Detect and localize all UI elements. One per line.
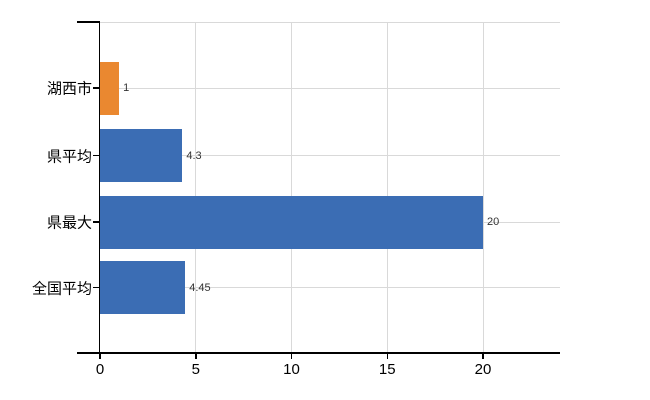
x-axis-line (77, 352, 560, 354)
x-axis-tick-label-15: 15 (378, 361, 396, 378)
row-gridline-1 (100, 155, 560, 156)
x-axis-tick-label-0: 0 (95, 361, 105, 378)
x-axis-tick-label-5: 5 (191, 361, 200, 378)
plot-top-gridline (100, 21, 560, 23)
bar-湖西市 (100, 61, 120, 115)
vertical-gridline-15 (386, 22, 388, 353)
category-tick-全国平均 (93, 286, 100, 289)
plot-top-cap (77, 21, 100, 23)
category-label-県最大: 県最大 (46, 214, 92, 232)
x-axis-tick-label-10: 10 (283, 361, 300, 378)
y-axis-line (98, 22, 100, 353)
bar-全国平均 (100, 261, 186, 314)
category-label-県平均: 県平均 (46, 148, 92, 165)
bar-県最大 (100, 195, 483, 249)
category-tick-湖西市 (93, 87, 100, 89)
x-axis-tick-0 (99, 353, 101, 359)
bar-県平均 (100, 129, 183, 182)
value-label-湖西市: 1 (123, 82, 130, 94)
vertical-gridline-10 (291, 22, 292, 353)
vertical-gridline-5 (195, 22, 197, 353)
category-tick-県最大 (93, 221, 100, 223)
x-axis-tick-20 (482, 353, 484, 359)
vertical-gridline-20 (482, 22, 484, 353)
row-gridline-3 (100, 287, 560, 288)
category-label-全国平均: 全国平均 (31, 280, 92, 297)
category-label-湖西市: 湖西市 (46, 80, 92, 98)
x-axis-tick-10 (290, 353, 293, 359)
category-tick-県平均 (93, 154, 100, 157)
x-axis-tick-label-20: 20 (474, 361, 492, 378)
row-gridline-0 (100, 87, 560, 89)
x-axis-tick-15 (386, 353, 388, 359)
x-axis-tick-5 (195, 353, 197, 359)
value-label-全国平均: 4.45 (189, 281, 211, 294)
value-label-県最大: 20 (487, 216, 500, 228)
value-label-県平均: 4.3 (186, 149, 202, 162)
